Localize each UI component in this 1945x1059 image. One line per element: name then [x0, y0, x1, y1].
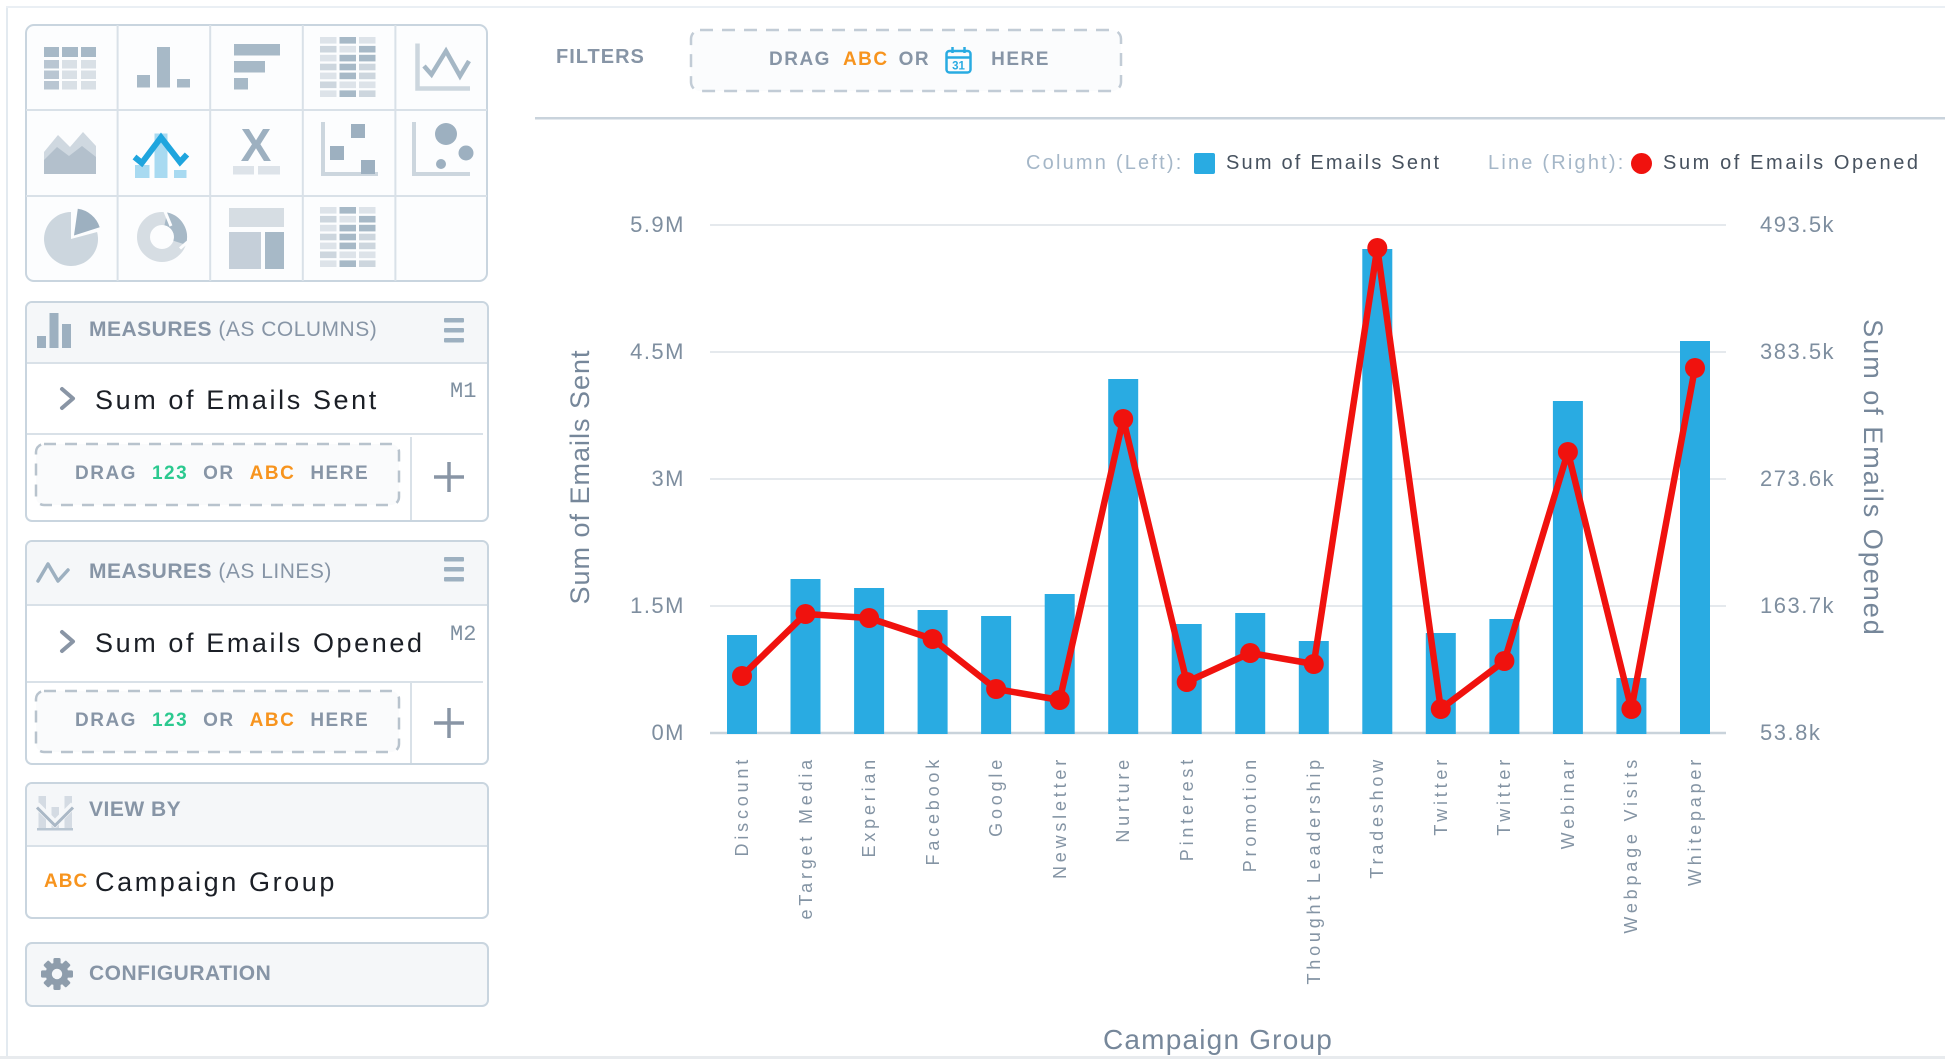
svg-text:X: X: [241, 119, 272, 171]
svg-text:31: 31: [952, 61, 965, 73]
